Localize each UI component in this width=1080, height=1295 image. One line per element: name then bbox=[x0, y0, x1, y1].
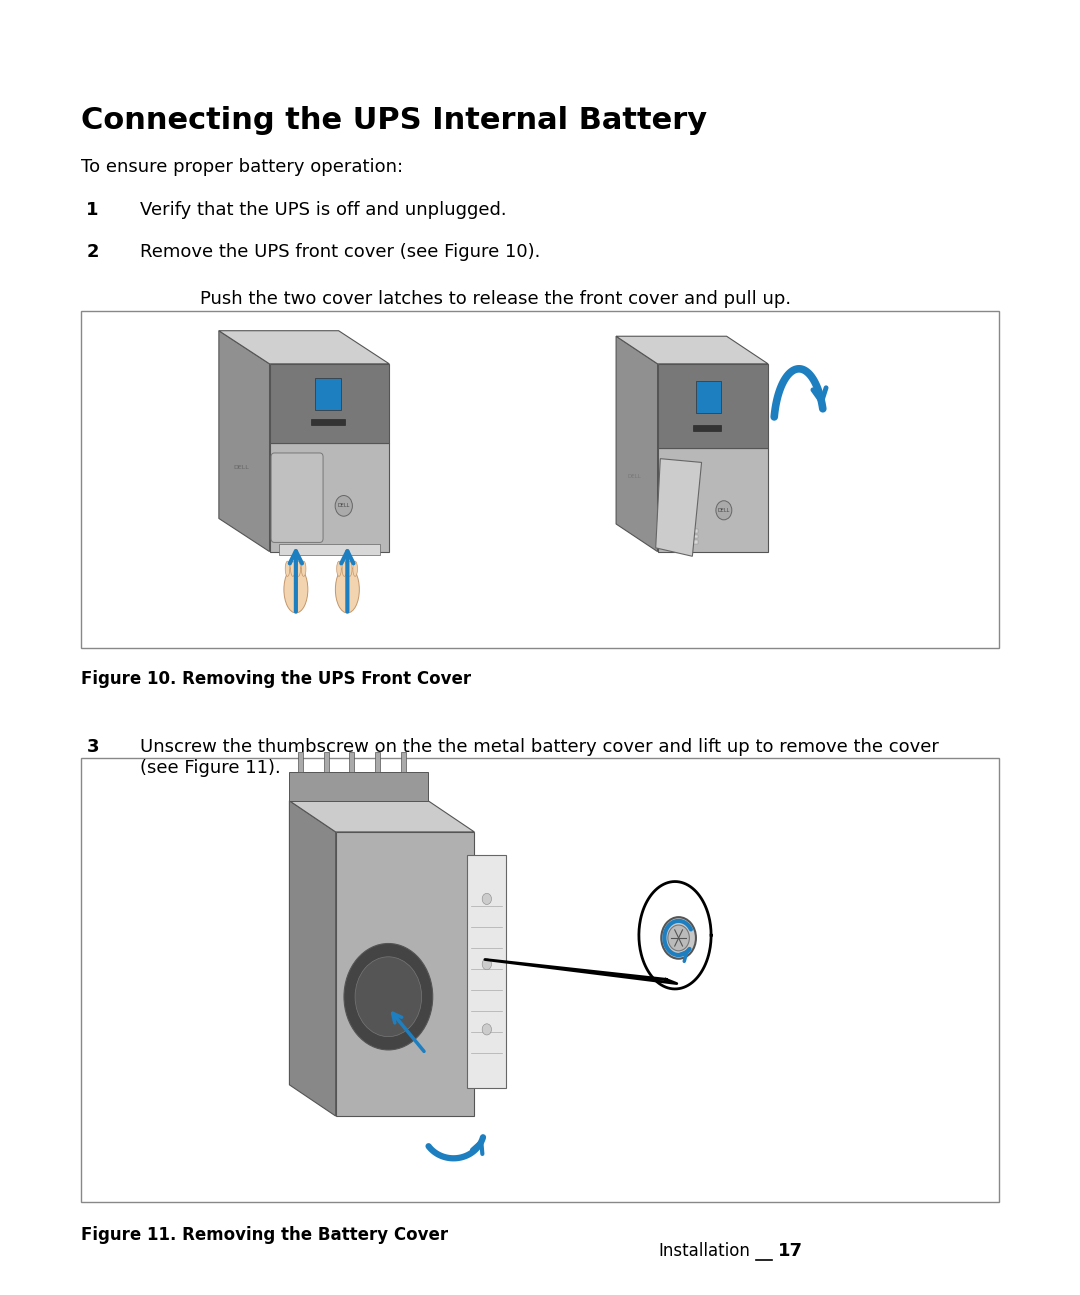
Text: Figure 11. Removing the Battery Cover: Figure 11. Removing the Battery Cover bbox=[81, 1226, 448, 1244]
FancyBboxPatch shape bbox=[270, 443, 389, 552]
Ellipse shape bbox=[291, 561, 295, 576]
Circle shape bbox=[355, 957, 421, 1036]
Text: Verify that the UPS is off and unplugged.: Verify that the UPS is off and unplugged… bbox=[140, 201, 507, 219]
FancyBboxPatch shape bbox=[81, 311, 999, 648]
FancyBboxPatch shape bbox=[271, 453, 323, 543]
Text: DELL: DELL bbox=[338, 504, 350, 509]
Text: 2: 2 bbox=[86, 243, 99, 262]
Circle shape bbox=[661, 917, 696, 958]
Ellipse shape bbox=[342, 561, 347, 576]
FancyBboxPatch shape bbox=[298, 752, 303, 772]
Polygon shape bbox=[639, 882, 711, 989]
Ellipse shape bbox=[353, 561, 357, 576]
Polygon shape bbox=[289, 800, 474, 831]
FancyBboxPatch shape bbox=[693, 425, 720, 431]
Text: Connecting the UPS Internal Battery: Connecting the UPS Internal Battery bbox=[81, 106, 707, 135]
Ellipse shape bbox=[336, 566, 360, 613]
Circle shape bbox=[335, 496, 352, 517]
Text: Installation: Installation bbox=[659, 1242, 751, 1260]
Polygon shape bbox=[616, 337, 658, 552]
Ellipse shape bbox=[348, 561, 352, 576]
Text: Remove the UPS front cover (see Figure 10).: Remove the UPS front cover (see Figure 1… bbox=[140, 243, 541, 262]
Text: 3: 3 bbox=[86, 738, 99, 756]
Text: DELL: DELL bbox=[361, 966, 372, 970]
Ellipse shape bbox=[285, 561, 289, 576]
Text: Push the two cover latches to release the front cover and pull up.: Push the two cover latches to release th… bbox=[200, 290, 791, 308]
Polygon shape bbox=[289, 800, 336, 1116]
FancyBboxPatch shape bbox=[324, 752, 328, 772]
Text: DELL: DELL bbox=[627, 474, 642, 479]
Circle shape bbox=[482, 1024, 491, 1035]
Text: 1: 1 bbox=[86, 201, 99, 219]
FancyBboxPatch shape bbox=[279, 544, 380, 556]
Ellipse shape bbox=[284, 566, 308, 613]
Ellipse shape bbox=[301, 561, 306, 576]
Polygon shape bbox=[616, 337, 768, 364]
Polygon shape bbox=[219, 330, 270, 552]
FancyBboxPatch shape bbox=[311, 420, 345, 425]
FancyBboxPatch shape bbox=[697, 381, 720, 413]
Polygon shape bbox=[656, 458, 702, 557]
Circle shape bbox=[343, 944, 433, 1050]
FancyBboxPatch shape bbox=[660, 540, 699, 544]
FancyBboxPatch shape bbox=[401, 752, 406, 772]
FancyBboxPatch shape bbox=[660, 530, 699, 532]
FancyBboxPatch shape bbox=[289, 772, 428, 800]
FancyBboxPatch shape bbox=[660, 535, 699, 539]
Text: 17: 17 bbox=[778, 1242, 802, 1260]
Ellipse shape bbox=[296, 561, 300, 576]
FancyBboxPatch shape bbox=[375, 752, 380, 772]
Ellipse shape bbox=[337, 561, 341, 576]
Circle shape bbox=[357, 957, 375, 979]
Circle shape bbox=[482, 894, 491, 904]
FancyBboxPatch shape bbox=[336, 831, 474, 1116]
Text: DELL: DELL bbox=[718, 508, 730, 513]
FancyBboxPatch shape bbox=[315, 378, 341, 409]
FancyBboxPatch shape bbox=[658, 364, 768, 448]
FancyBboxPatch shape bbox=[349, 752, 354, 772]
Text: To ensure proper battery operation:: To ensure proper battery operation: bbox=[81, 158, 403, 176]
Text: DELL: DELL bbox=[233, 465, 249, 470]
FancyBboxPatch shape bbox=[270, 364, 389, 443]
Circle shape bbox=[667, 925, 689, 951]
FancyBboxPatch shape bbox=[658, 448, 768, 552]
Polygon shape bbox=[219, 330, 389, 364]
FancyBboxPatch shape bbox=[468, 855, 507, 1088]
Text: Unscrew the thumbscrew on the the metal battery cover and lift up to remove the : Unscrew the thumbscrew on the the metal … bbox=[140, 738, 940, 777]
Polygon shape bbox=[485, 960, 677, 984]
Circle shape bbox=[482, 958, 491, 970]
FancyBboxPatch shape bbox=[81, 758, 999, 1202]
Text: Figure 10. Removing the UPS Front Cover: Figure 10. Removing the UPS Front Cover bbox=[81, 670, 471, 688]
Circle shape bbox=[716, 501, 732, 519]
